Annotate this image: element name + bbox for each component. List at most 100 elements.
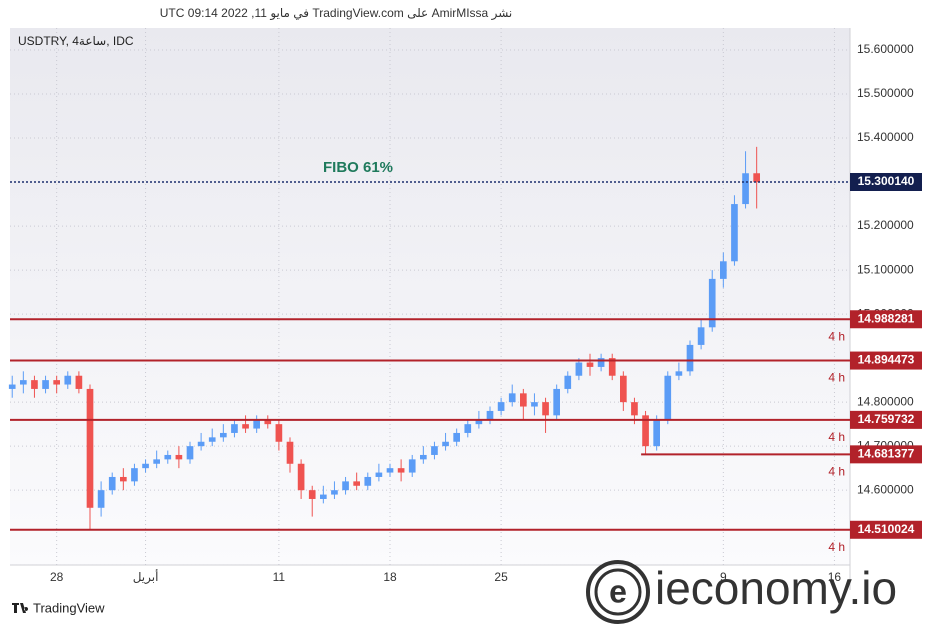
candle-body <box>386 468 394 473</box>
candle-body <box>420 454 427 460</box>
symbol: USDTRY, 4ساعة, IDC <box>18 34 134 48</box>
candle-body <box>708 278 716 328</box>
candle-body <box>464 424 472 433</box>
candle-body <box>620 375 627 403</box>
header: نشر AmirMIssa على TradingView.com في ماي… <box>160 6 512 21</box>
candle-body <box>408 459 416 473</box>
candle-body <box>642 415 649 447</box>
candle-body <box>597 358 605 367</box>
candle-body <box>64 375 72 385</box>
y-tick-label: 15.100000 <box>857 262 914 276</box>
level-label: 14.759732 <box>858 412 915 426</box>
candle-body <box>508 393 516 403</box>
candle-body <box>686 344 694 372</box>
plot-background <box>10 28 850 565</box>
candle-body <box>653 419 660 447</box>
level-label-bg <box>850 520 922 539</box>
x-tick-label: 25 <box>494 570 508 584</box>
x-tick-label: 9 <box>720 570 727 584</box>
candle-body <box>675 371 683 376</box>
candle-body <box>731 204 738 262</box>
candle-body <box>297 463 305 491</box>
candle-body <box>520 393 527 407</box>
x-tick-label: أبريل <box>133 569 159 585</box>
candle-body <box>353 481 360 486</box>
watermark-text: ieconomy.io <box>655 562 897 614</box>
candle-body <box>664 375 672 420</box>
candle-body <box>331 490 338 495</box>
candle-body <box>242 424 249 429</box>
y-tick-label: 15.600000 <box>857 42 914 56</box>
candle-body <box>397 468 405 473</box>
level-label-bg <box>850 410 922 429</box>
level-label: 14.894473 <box>858 353 915 367</box>
candle-body <box>253 419 260 429</box>
candle-body <box>164 454 172 460</box>
level-label: 14.510024 <box>858 522 915 536</box>
x-tick-label: 11 <box>273 570 286 584</box>
candle-body <box>153 459 160 464</box>
candle-body <box>308 490 316 499</box>
candle-body <box>8 384 16 389</box>
y-tick-label: 14.800000 <box>857 394 914 408</box>
y-tick-label: 14.600000 <box>857 482 914 496</box>
candle-body <box>720 261 727 279</box>
candle-body <box>120 476 127 482</box>
candle-body <box>342 481 349 491</box>
level-label-bg <box>850 351 922 370</box>
candle-body <box>531 402 538 407</box>
candle-body <box>75 375 83 389</box>
candle-body <box>608 358 616 376</box>
level-label: 14.681377 <box>858 447 915 461</box>
x-tick-label: 16 <box>828 570 842 584</box>
level-label: 14.988281 <box>858 311 915 325</box>
candle-body <box>631 402 638 416</box>
candle-body <box>575 362 583 376</box>
candle-body <box>697 327 705 345</box>
candle-body <box>208 437 216 442</box>
level-label-bg <box>850 172 922 191</box>
candle-body <box>142 463 149 469</box>
footer: TradingView <box>33 600 105 615</box>
y-tick-label: 15.400000 <box>857 130 914 144</box>
candle-body <box>442 441 449 447</box>
footer-logo: TradingView <box>12 600 105 615</box>
candle-body <box>264 419 272 425</box>
candle-body <box>31 380 38 389</box>
candle-body <box>486 410 494 420</box>
candle-body <box>564 375 572 389</box>
candle-body <box>753 173 760 183</box>
candle-body <box>586 362 594 367</box>
candle-body <box>375 472 383 477</box>
candle-body <box>220 432 227 438</box>
candle-body <box>42 380 49 389</box>
y-tick-label: 15.200000 <box>857 218 914 232</box>
candle-body <box>475 419 483 425</box>
candle-body <box>320 494 327 499</box>
candle-body <box>197 441 205 447</box>
level-timeframe: 4 h <box>828 430 845 444</box>
level-name: FIBO 61% <box>323 159 393 176</box>
level-label: 15.300140 <box>858 174 915 188</box>
level-timeframe: 4 h <box>828 329 845 343</box>
level-timeframe: 4 h <box>828 540 845 554</box>
candle-body <box>131 468 138 482</box>
candle-body <box>275 424 283 442</box>
candle-body <box>53 380 60 385</box>
candle-body <box>108 476 116 491</box>
candle-body <box>431 446 438 455</box>
candle-body <box>364 476 372 486</box>
y-tick-label: 15.500000 <box>857 86 914 100</box>
level-label-bg <box>850 310 922 329</box>
candle-body <box>186 446 194 460</box>
candle-body <box>231 424 238 433</box>
candle-body <box>97 490 105 508</box>
candle-body <box>453 432 460 442</box>
level-label-bg <box>850 445 922 464</box>
svg-text:e: e <box>609 573 627 609</box>
candle-body <box>286 441 294 464</box>
candle-body <box>742 173 749 205</box>
candle-body <box>553 388 560 416</box>
